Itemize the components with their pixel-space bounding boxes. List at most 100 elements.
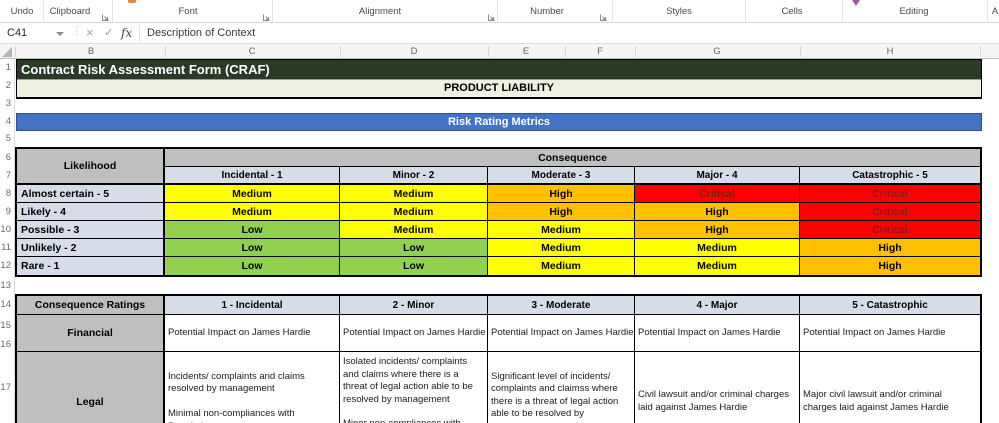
row-header-2[interactable]: 2 xyxy=(5,80,11,91)
row-header-12[interactable]: 12 xyxy=(0,260,11,271)
consequence-header[interactable]: Consequence xyxy=(165,149,980,167)
rating-column-header[interactable]: 3 - Moderate xyxy=(488,296,635,315)
name-box[interactable]: C41 xyxy=(7,27,28,39)
row-header-7[interactable]: 7 xyxy=(5,170,11,181)
consequence-level-header[interactable]: Catastrophic - 5 xyxy=(800,167,980,185)
dialog-launcher-alignment-icon[interactable] xyxy=(487,9,496,21)
matrix-cell[interactable]: Critical xyxy=(635,185,800,203)
column-header-F[interactable]: F xyxy=(597,46,603,57)
ribbon-group-number: Number xyxy=(530,6,564,17)
dialog-launcher-font-icon[interactable] xyxy=(262,9,271,21)
likelihood-row-label[interactable]: Almost certain - 5 xyxy=(17,185,165,203)
row-header-13[interactable]: 13 xyxy=(0,280,11,291)
legal-minor-paragraph-2: Minor non-compliances with xyxy=(343,418,461,423)
row-header-4[interactable]: 4 xyxy=(5,116,11,127)
row-header-1[interactable]: 1 xyxy=(5,62,11,73)
matrix-cell[interactable]: Medium xyxy=(635,239,800,257)
legal-rating-cell[interactable]: Civil lawsuit and/or criminal charges la… xyxy=(635,352,800,423)
financial-rating-cell[interactable]: Potential Impact on James Hardie xyxy=(165,315,340,352)
matrix-cell[interactable]: Medium xyxy=(340,185,488,203)
product-liability-header[interactable]: PRODUCT LIABILITY xyxy=(17,79,981,97)
row-header-3[interactable]: 3 xyxy=(5,98,11,109)
legal-catastrophic-paragraph: Major civil lawsuit and/or criminal char… xyxy=(803,389,949,413)
matrix-cell[interactable]: Critical xyxy=(800,203,980,221)
matrix-cell[interactable]: Medium xyxy=(340,221,488,239)
formula-bar-resize-handle[interactable]: ⋮ xyxy=(72,26,82,37)
category-legal[interactable]: Legal xyxy=(17,352,165,423)
matrix-cell[interactable]: High xyxy=(488,185,635,203)
matrix-cell[interactable]: Medium xyxy=(165,185,340,203)
column-header-H[interactable]: H xyxy=(886,46,894,57)
row-header-9[interactable]: 9 xyxy=(5,206,11,217)
ribbon-group-undo: Undo xyxy=(10,6,34,17)
row-header-16[interactable]: 16 xyxy=(0,339,11,350)
rating-column-header[interactable]: 1 - Incidental xyxy=(165,296,340,315)
column-header-B[interactable]: B xyxy=(87,46,95,57)
row-header-6[interactable]: 6 xyxy=(5,152,11,163)
matrix-cell[interactable]: Medium xyxy=(488,221,635,239)
column-header-D[interactable]: D xyxy=(410,46,418,57)
matrix-cell[interactable]: High xyxy=(800,239,980,257)
consequence-level-header[interactable]: Incidental - 1 xyxy=(165,167,340,185)
rating-column-header[interactable]: 2 - Minor xyxy=(340,296,488,315)
matrix-cell[interactable]: Medium xyxy=(340,203,488,221)
matrix-cell[interactable]: High xyxy=(800,257,980,275)
risk-rating-metrics-header[interactable]: Risk Rating Metrics xyxy=(16,113,982,131)
matrix-cell[interactable]: Medium xyxy=(165,203,340,221)
consequence-level-header[interactable]: Moderate - 3 xyxy=(488,167,635,185)
matrix-cell[interactable]: High xyxy=(635,221,800,239)
column-header-C[interactable]: C xyxy=(248,46,256,57)
column-header-G[interactable]: G xyxy=(713,46,721,57)
financial-rating-cell[interactable]: Potential Impact on James Hardie xyxy=(800,315,980,352)
matrix-cell[interactable]: Medium xyxy=(488,239,635,257)
form-title[interactable]: Contract Risk Assessment Form (CRAF) xyxy=(17,60,981,79)
row-header-11[interactable]: 11 xyxy=(1,242,11,253)
matrix-cell[interactable]: Critical xyxy=(800,221,980,239)
dialog-launcher-number-icon[interactable] xyxy=(599,9,608,21)
row-header-14[interactable]: 14 xyxy=(0,299,11,310)
legal-rating-cell[interactable]: Major civil lawsuit and/or criminal char… xyxy=(800,352,980,423)
likelihood-row-label[interactable]: Possible - 3 xyxy=(17,221,165,239)
row-header-5[interactable]: 5 xyxy=(5,133,11,144)
name-box-chevron-down-icon[interactable] xyxy=(56,32,64,36)
row-header-8[interactable]: 8 xyxy=(5,188,11,199)
legal-rating-cell[interactable]: Incidents/ complaints and claims resolve… xyxy=(165,352,340,423)
financial-rating-cell[interactable]: Potential Impact on James Hardie xyxy=(488,315,635,352)
row-header-10[interactable]: 10 xyxy=(0,224,11,235)
row-header-17[interactable]: 17 xyxy=(0,382,11,393)
formula-input[interactable]: Description of Context xyxy=(147,27,256,39)
matrix-cell[interactable]: High xyxy=(635,203,800,221)
financial-rating-cell[interactable]: Potential Impact on James Hardie xyxy=(635,315,800,352)
matrix-cell[interactable]: Critical xyxy=(800,185,980,203)
row-header-15[interactable]: 15 xyxy=(0,320,11,331)
legal-rating-cell[interactable]: Isolated incidents/ complaints and claim… xyxy=(340,352,488,423)
dialog-launcher-clipboard-icon[interactable] xyxy=(101,9,110,21)
matrix-cell[interactable]: Medium xyxy=(635,257,800,275)
rating-column-header[interactable]: 5 - Catastrophic xyxy=(800,296,980,315)
likelihood-header[interactable]: Likelihood xyxy=(17,149,165,185)
matrix-cell[interactable]: Low xyxy=(340,257,488,275)
financial-rating-cell[interactable]: Potential Impact on James Hardie xyxy=(340,315,488,352)
matrix-cell[interactable]: Low xyxy=(165,221,340,239)
matrix-cell[interactable]: High xyxy=(488,203,635,221)
matrix-cell[interactable]: Low xyxy=(340,239,488,257)
legal-rating-cell[interactable]: Significant level of incidents/ complain… xyxy=(488,352,635,423)
enter-icon[interactable]: ✓ xyxy=(104,27,114,39)
consequence-level-header[interactable]: Major - 4 xyxy=(635,167,800,185)
select-all-button[interactable] xyxy=(2,47,12,57)
matrix-cell[interactable]: Low xyxy=(165,239,340,257)
category-financial[interactable]: Financial xyxy=(17,315,165,352)
legal-incidental-paragraph-1: Incidents/ complaints and claims resolve… xyxy=(168,370,305,395)
likelihood-row-label[interactable]: Unlikely - 2 xyxy=(17,239,165,257)
matrix-cell[interactable]: Low xyxy=(165,257,340,275)
cancel-icon[interactable]: × xyxy=(86,25,94,40)
likelihood-row-label[interactable]: Rare - 1 xyxy=(17,257,165,275)
rating-column-header[interactable]: 4 - Major xyxy=(635,296,800,315)
matrix-cell[interactable]: Medium xyxy=(488,257,635,275)
consequence-level-header[interactable]: Minor - 2 xyxy=(340,167,488,185)
ribbon: Undo Clipboard Font Alignment Number Sty… xyxy=(0,0,999,23)
consequence-ratings-header[interactable]: Consequence Ratings xyxy=(17,296,165,315)
column-header-E[interactable]: E xyxy=(522,46,530,57)
insert-function-icon[interactable]: fx xyxy=(121,26,133,40)
likelihood-row-label[interactable]: Likely - 4 xyxy=(17,203,165,221)
